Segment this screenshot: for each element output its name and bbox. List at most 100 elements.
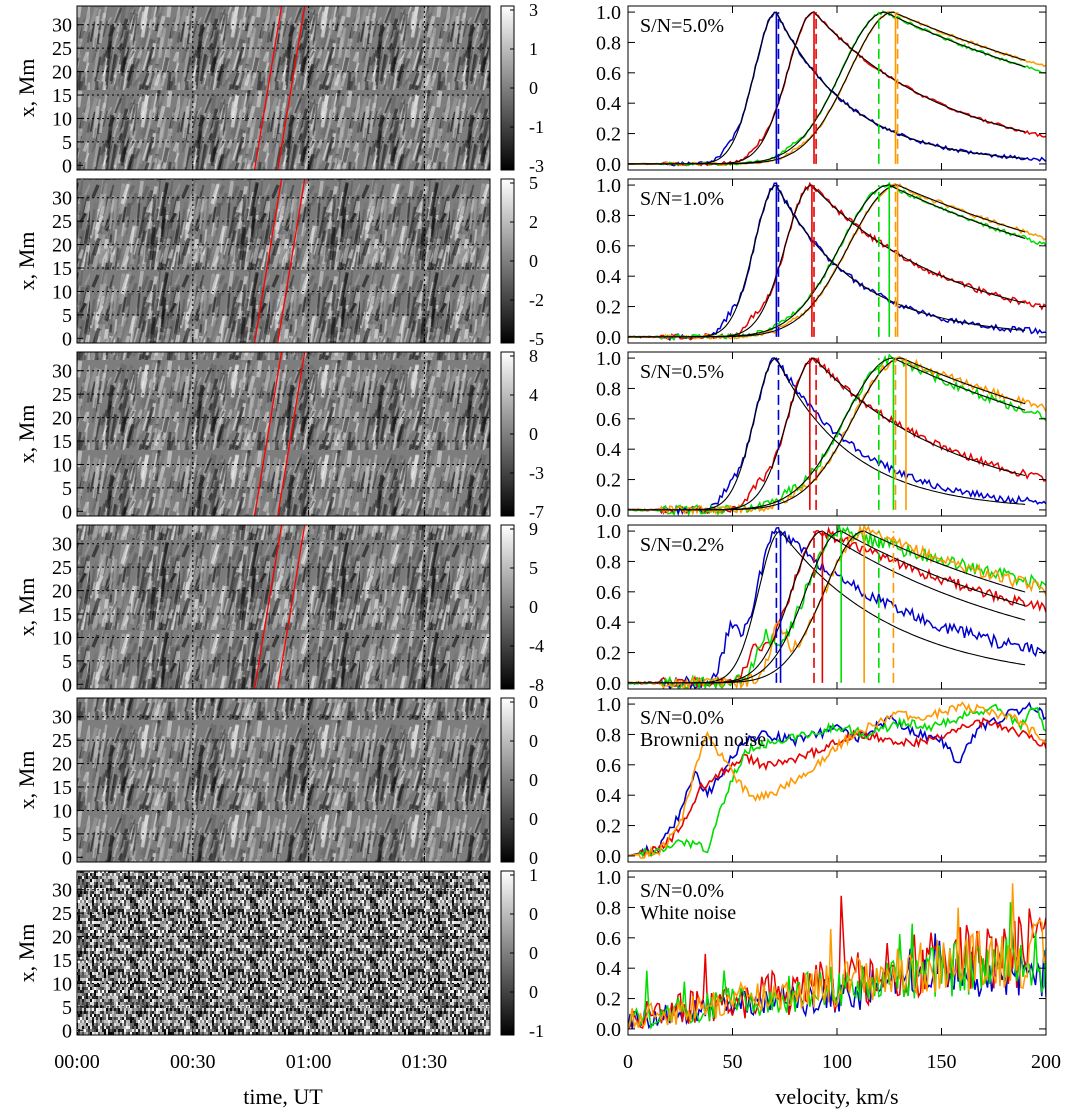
colorbar-tick-label: 1: [529, 865, 538, 885]
colorbar-tick-label: -8: [529, 675, 544, 695]
y-tick-label: 0.8: [596, 551, 621, 573]
y-tick-label: 0.6: [596, 582, 621, 604]
y-tick-label: 25: [52, 211, 72, 233]
y-tick-label: 0.4: [596, 958, 621, 980]
colorbar-tick-label: 0: [529, 251, 538, 271]
heatmap-image: [77, 352, 490, 516]
colorbar-tick-label: 0: [529, 78, 538, 98]
y-tick-label: 20: [52, 408, 72, 430]
profile-plot-area: [628, 353, 1046, 516]
y-tick-label: 1.0: [596, 175, 621, 197]
right-x-axis-label: velocity, km/s: [775, 1084, 898, 1109]
y-tick-label: 25: [52, 903, 72, 925]
colorbar-tick-label: 8: [529, 346, 538, 366]
velocity-tick-label: 200: [1031, 1051, 1061, 1073]
y-tick-label: 0.0: [596, 154, 621, 176]
y-tick-label: 20: [52, 581, 72, 603]
colorbar-tick-label: 5: [529, 173, 538, 193]
y-tick-label: 15: [52, 777, 72, 799]
y-tick-label: 0.6: [596, 409, 621, 431]
y-tick-label: 0.0: [596, 846, 621, 868]
red-track-line: [253, 5, 283, 171]
velocity-profile-column: 0.00.20.40.60.81.0S/N=5.0%0.00.20.40.60.…: [596, 2, 1061, 1073]
y-tick-label: 5: [62, 305, 72, 327]
y-tick-label: 0.2: [596, 989, 621, 1011]
y-tick-label: 0.2: [596, 297, 621, 319]
heatmap-frame: [76, 697, 491, 863]
y-tick-label: 0.2: [596, 643, 621, 665]
heatmap-image: [77, 179, 490, 343]
y-tick-label: 0: [62, 155, 72, 177]
series-orange: [628, 883, 1046, 1030]
colorbar-tick-label: -3: [529, 156, 544, 176]
colorbar-tick-label: 0: [529, 982, 538, 1002]
y-tick-label: 5: [62, 651, 72, 673]
y-tick-label: 0.2: [596, 124, 621, 146]
series-orange: [628, 701, 1046, 860]
panel-label: S/N=0.0%: [640, 707, 724, 729]
y-tick-label: 15: [52, 258, 72, 280]
y-tick-label: 0.6: [596, 63, 621, 85]
colorbar-tick-label: 3: [529, 0, 538, 20]
colorbar-tick-label: 5: [529, 558, 538, 578]
y-tick-label: 0.4: [596, 266, 621, 288]
colorbar-tick-label: 0: [529, 424, 538, 444]
y-tick-label: 0: [62, 501, 72, 523]
velocity-tick-label: 0: [623, 1051, 633, 1073]
time-tick-label: 01:00: [286, 1051, 332, 1073]
colorbar-tick-label: 9: [529, 519, 538, 539]
series-green: [628, 353, 1046, 516]
panel-label: S/N=0.0%: [640, 880, 724, 902]
y-tick-label: 15: [52, 85, 72, 107]
y-axis-label: x, Mm: [14, 751, 39, 810]
y-tick-label: 20: [52, 235, 72, 257]
panel-label: S/N=1.0%: [640, 188, 724, 210]
y-tick-label: 0.0: [596, 500, 621, 522]
y-tick-label: 0.8: [596, 32, 621, 54]
profile-panel-3: 0.0 0.2 0.4 0.6 0.8 1.0 S/N=0.5%: [596, 348, 1047, 522]
y-tick-label: 0.6: [596, 236, 621, 258]
heatmap-image: [77, 698, 490, 862]
y-tick-label: 20: [52, 754, 72, 776]
y-tick-label: 30: [52, 188, 72, 210]
profile-plot-area: [628, 883, 1046, 1030]
y-tick-label: 25: [52, 730, 72, 752]
velocity-tick-label: 150: [927, 1051, 957, 1073]
y-tick-label: 0.0: [596, 327, 621, 349]
y-tick-label: 10: [52, 108, 72, 130]
series-blue: [628, 701, 1046, 858]
colorbar-tick-label: -3: [529, 463, 544, 483]
y-tick-label: 20: [52, 62, 72, 84]
y-tick-label: 5: [62, 132, 72, 154]
colorbar-tick-label: 0: [529, 597, 538, 617]
colorbar-tick-label: 0: [529, 848, 538, 868]
y-axis-label: x, Mm: [14, 59, 39, 118]
y-tick-label: 0.8: [596, 378, 621, 400]
colorbar-tick-label: 0: [529, 904, 538, 924]
colorbar-tick-label: 1: [529, 39, 538, 59]
red-track-line: [277, 524, 306, 690]
fit-curve: [628, 357, 1026, 511]
y-tick-label: 0: [62, 328, 72, 350]
y-tick-label: 1.0: [596, 2, 621, 24]
y-tick-label: 20: [52, 927, 72, 949]
y-tick-label: 10: [52, 973, 72, 995]
panel-label: S/N=0.2%: [640, 534, 724, 556]
y-tick-label: 0: [62, 1020, 72, 1042]
colorbar-tick-label: 0: [529, 809, 538, 829]
y-axis-label: x, Mm: [14, 578, 39, 637]
profile-plot-area: [628, 10, 1046, 167]
red-track-line: [277, 5, 306, 171]
series-green: [628, 525, 1046, 689]
y-tick-label: 5: [62, 824, 72, 846]
y-tick-label: 30: [52, 534, 72, 556]
panel-sublabel: Brownian noise: [640, 729, 766, 751]
profile-plot-area: [628, 701, 1046, 860]
y-tick-label: 30: [52, 15, 72, 37]
y-tick-label: 30: [52, 880, 72, 902]
y-axis-label: x, Mm: [14, 232, 39, 291]
profile-panel-4: 0.0 0.2 0.4 0.6 0.8 1.0 S/N=0.2%: [596, 521, 1047, 695]
y-tick-label: 1.0: [596, 521, 621, 543]
